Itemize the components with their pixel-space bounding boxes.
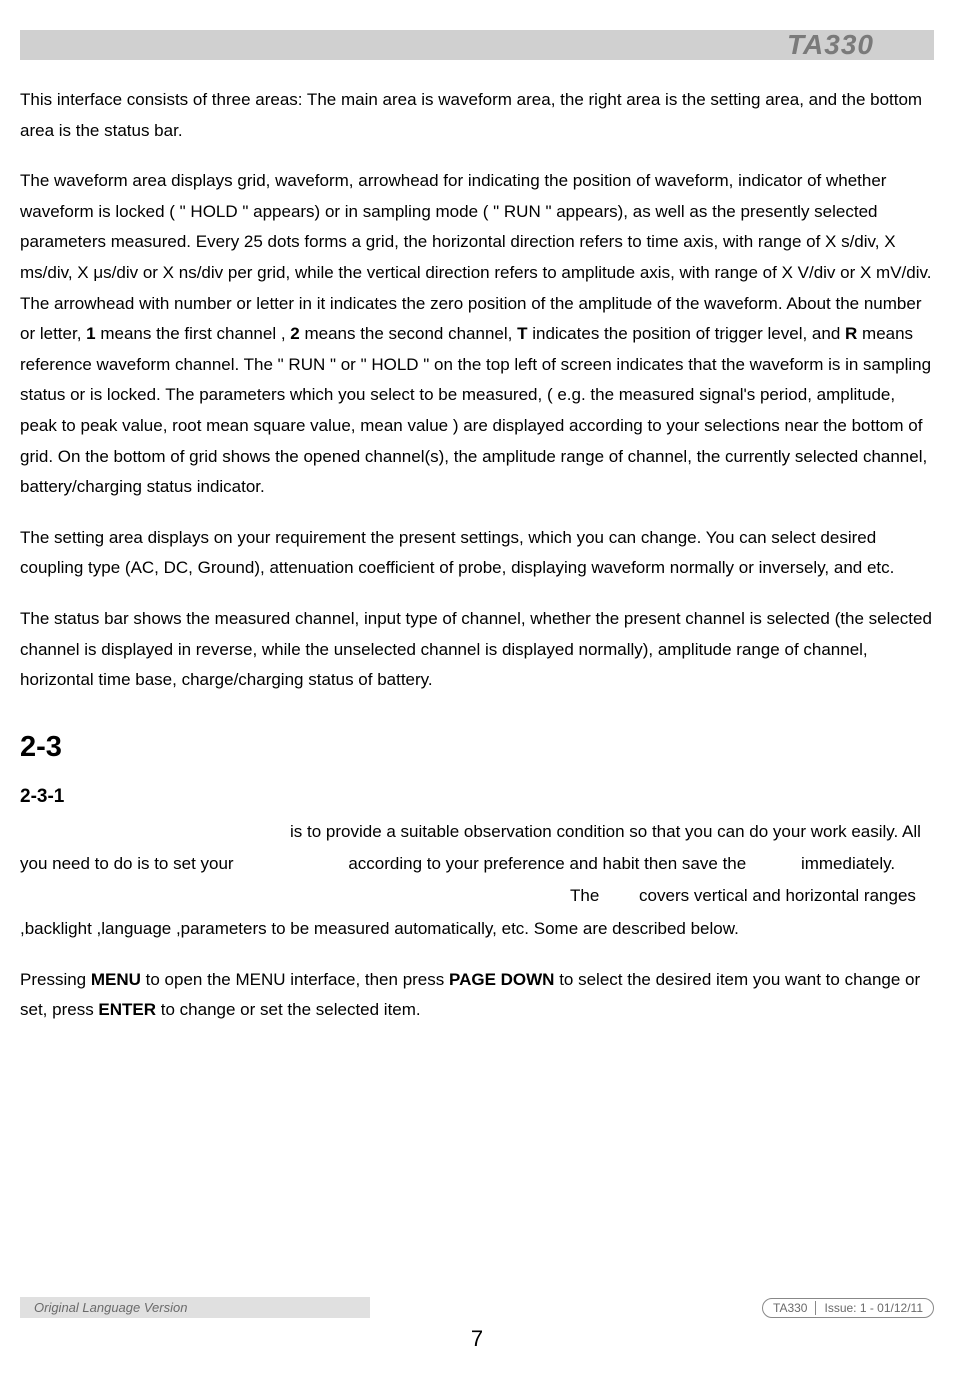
p2-text-3: means the second channel, [300,324,517,343]
p2-bold-1: 1 [86,324,95,343]
footer: Original Language Version TA330 Issue: 1… [20,1297,934,1352]
p2-bold-4: R [845,324,857,343]
p5-text-5: covers vertical and horizontal ranges ,b… [20,886,916,937]
p6-bold-2: PAGE DOWN [449,970,554,989]
p2-text-4: indicates the position of trigger level,… [528,324,846,343]
footer-row: Original Language Version TA330 Issue: 1… [20,1297,934,1318]
setting-paragraph: The setting area displays on your requir… [20,523,934,584]
footer-divider [815,1301,816,1315]
page-number: 7 [20,1326,934,1352]
footer-language-box: Original Language Version [20,1297,370,1318]
menu-paragraph: Pressing MENU to open the MENU interface… [20,965,934,1026]
p2-bold-3: T [517,324,527,343]
footer-model: TA330 [773,1301,807,1315]
model-number: TA330 [787,29,874,61]
p6-text-4: to change or set the selected item. [156,1000,421,1019]
p2-text-5: means reference waveform channel. The " … [20,324,931,496]
footer-issue: Issue: 1 - 01/12/11 [824,1301,923,1315]
p2-text-1: The waveform area displays grid, wavefor… [20,171,931,343]
setup-paragraph: is to provide a suitable observation con… [20,816,934,945]
section-2-3: 2-3 [20,731,934,764]
footer-issue-box: TA330 Issue: 1 - 01/12/11 [762,1298,934,1318]
p6-bold-3: ENTER [98,1000,156,1019]
p6-text-2: to open the MENU interface, then press [141,970,449,989]
subsection-2-3-1: 2-3-1 [20,786,934,808]
page-container: TA330 This interface consists of three a… [0,0,954,1382]
p2-bold-2: 2 [290,324,299,343]
header-bar: TA330 [20,30,934,60]
p5-text-2: according to your preference and habit t… [348,854,746,873]
intro-paragraph: This interface consists of three areas: … [20,85,934,146]
p5-text-4: The [570,886,599,905]
p6-bold-1: MENU [91,970,141,989]
waveform-paragraph: The waveform area displays grid, wavefor… [20,166,934,503]
p5-text-3: immediately. [801,854,895,873]
p6-text-1: Pressing [20,970,91,989]
p2-text-2: means the first channel , [96,324,291,343]
status-paragraph: The status bar shows the measured channe… [20,604,934,696]
